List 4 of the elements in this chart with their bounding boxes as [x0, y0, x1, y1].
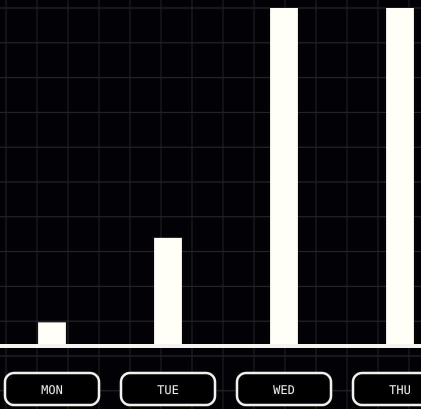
x-tick-label: MON	[41, 383, 63, 397]
x-tick-label: THU	[389, 383, 411, 397]
x-tick-label: TUE	[157, 383, 179, 397]
x-tick-label: WED	[273, 383, 295, 397]
